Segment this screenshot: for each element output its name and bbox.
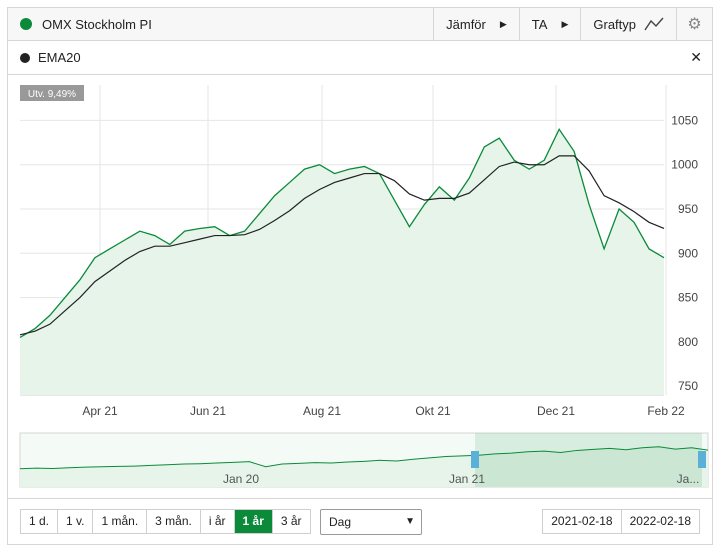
interval-select[interactable]: Dag ▼ <box>320 509 422 535</box>
price-area <box>20 129 664 395</box>
gear-icon: ⚙ <box>687 16 702 33</box>
compare-button[interactable]: Jämför ▶ <box>433 8 519 40</box>
period-button[interactable]: 1 v. <box>57 510 93 533</box>
ta-label: TA <box>531 16 548 32</box>
period-button[interactable]: 1 mån. <box>92 510 147 533</box>
price-line <box>19 127 665 338</box>
y-tick-label: 750 <box>678 379 698 393</box>
change-badge <box>20 85 84 101</box>
chart-area[interactable]: Apr 21 Jun 21 Aug 21 Okt 21 Dec 21 Feb 22 1050… <box>7 75 713 499</box>
settings-button[interactable]: ⚙ <box>676 8 712 40</box>
y-tick-label: 850 <box>678 291 698 305</box>
indicator-label: EMA20 <box>38 50 81 65</box>
instrument-title: OMX Stockholm PI <box>42 16 152 32</box>
graph-type-label: Graftyp <box>593 16 636 32</box>
change-badge-text: Utv. 9,49% <box>28 89 76 100</box>
period-button[interactable]: 3 år <box>271 510 310 533</box>
y-tick-label: 1050 <box>671 113 698 127</box>
indicator-color-dot <box>20 52 30 63</box>
graph-type-button[interactable]: Graftyp <box>580 8 676 40</box>
ema-line <box>19 155 665 336</box>
x-tick-label: Apr 21 <box>82 404 118 418</box>
interval-value: Dag <box>329 515 352 529</box>
x-tick-label: Dec 21 <box>537 404 575 418</box>
navigator-area <box>20 446 708 487</box>
period-selector: 1 d. 1 v. 1 mån. 3 mån. i år 1 år 3 år <box>20 509 311 534</box>
y-tick-label: 800 <box>678 335 698 349</box>
line-chart-icon <box>644 17 664 31</box>
y-tick-label: 950 <box>678 202 698 216</box>
x-tick-label: Okt 21 <box>415 404 451 418</box>
y-tick-label: 900 <box>678 246 698 260</box>
ta-button[interactable]: TA ▶ <box>518 8 581 40</box>
indicator-row: EMA20 ✕ <box>7 41 713 75</box>
series-color-dot <box>20 18 32 30</box>
period-button[interactable]: 1 år <box>233 510 272 533</box>
navigator-line <box>19 446 709 470</box>
instrument-label: OMX Stockholm PI <box>8 17 433 32</box>
navigator-selection <box>475 433 702 487</box>
date-to-field[interactable]: 2022-02-18 <box>620 510 699 533</box>
date-from-field[interactable]: 2021-02-18 <box>551 514 613 528</box>
chart-toolbar: OMX Stockholm PI Jämför ▶ TA ▶ Graftyp ⚙ <box>7 7 713 41</box>
period-button[interactable]: 3 mån. <box>146 510 200 533</box>
date-range: 2021-02-18 2022-02-18 <box>542 509 700 534</box>
caret-right-icon: ▶ <box>499 18 507 29</box>
navigator-handle-left[interactable] <box>471 451 479 468</box>
price-chart[interactable]: Apr 21 Jun 21 Aug 21 Okt 21 Dec 21 Feb 22 1050… <box>8 75 714 499</box>
period-button[interactable]: 1 d. <box>21 510 58 533</box>
navigator-tick-label: Ja... <box>677 472 700 486</box>
navigator-handle-right[interactable] <box>698 451 706 468</box>
close-icon[interactable]: ✕ <box>690 49 702 65</box>
caret-right-icon: ▶ <box>561 18 569 29</box>
x-tick-label: Feb 22 <box>647 404 685 418</box>
period-button[interactable]: i år <box>199 510 234 533</box>
x-tick-label: Aug 21 <box>303 404 341 418</box>
navigator-tick-label: Jan 20 <box>223 472 259 486</box>
compare-label: Jämför <box>446 16 486 32</box>
chevron-down-icon: ▼ <box>405 516 415 527</box>
chart-footer: 1 d. 1 v. 1 mån. 3 mån. i år 1 år 3 år Dag ▼ 2… <box>7 499 713 545</box>
x-tick-label: Jun 21 <box>190 404 226 418</box>
navigator-tick-label: Jan 21 <box>449 472 485 486</box>
y-tick-label: 1000 <box>671 158 698 172</box>
